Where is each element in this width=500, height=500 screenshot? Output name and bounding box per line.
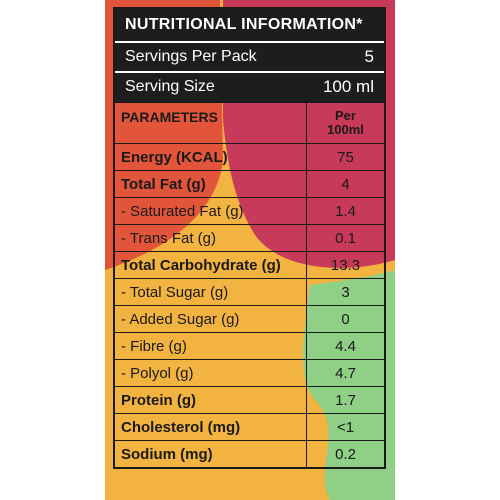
- table-row: - Added Sugar (g) 0: [115, 305, 384, 332]
- table-row: - Total Sugar (g) 3: [115, 278, 384, 305]
- row-value: 4: [306, 171, 384, 197]
- row-value: 0.2: [306, 441, 384, 467]
- row-name: Sodium (mg): [121, 445, 213, 463]
- parameters-header: PARAMETERS: [121, 109, 218, 125]
- table-header-row: PARAMETERS Per 100ml: [115, 101, 384, 143]
- table-row: Total Carbohydrate (g) 13.3: [115, 251, 384, 278]
- table-row: Protein (g) 1.7: [115, 386, 384, 413]
- servings-value: 5: [364, 47, 374, 66]
- nutrition-label: NUTRITIONAL INFORMATION* Servings Per Pa…: [105, 0, 395, 500]
- row-name: - Polyol (g): [121, 364, 194, 382]
- row-name: - Added Sugar (g): [121, 310, 240, 328]
- row-name: Total Carbohydrate (g): [121, 256, 281, 274]
- row-value: 0: [306, 306, 384, 332]
- row-value: 4.4: [306, 333, 384, 359]
- serving-size-value: 100 ml: [322, 77, 374, 96]
- row-value: 13.3: [306, 252, 384, 278]
- table-row: Total Fat (g) 4: [115, 170, 384, 197]
- row-name: Total Fat (g): [121, 175, 206, 193]
- table-row: - Fibre (g) 4.4: [115, 332, 384, 359]
- serving-size-label: Serving Size: [125, 78, 215, 95]
- table-row: - Polyol (g) 4.7: [115, 359, 384, 386]
- servings-row: Servings Per Pack 5: [115, 41, 384, 71]
- row-value: 1.7: [306, 387, 384, 413]
- row-name: Energy (KCAL): [121, 148, 228, 166]
- row-name: - Trans Fat (g): [121, 229, 217, 247]
- table-row: Energy (KCAL) 75: [115, 143, 384, 170]
- serving-size-row: Serving Size 100 ml: [115, 71, 384, 101]
- row-value: 4.7: [306, 360, 384, 386]
- table-row: Cholesterol (mg) <1: [115, 413, 384, 440]
- row-name: - Total Sugar (g): [121, 283, 229, 301]
- per-100ml-header: Per 100ml: [306, 103, 384, 143]
- servings-label: Servings Per Pack: [125, 48, 257, 65]
- row-value: 75: [306, 144, 384, 170]
- table-row: - Trans Fat (g) 0.1: [115, 224, 384, 251]
- per-header-line1: Per: [335, 108, 356, 123]
- row-value: 1.4: [306, 198, 384, 224]
- title-text: NUTRITIONAL INFORMATION*: [125, 16, 363, 33]
- table-row: Sodium (mg) 0.2: [115, 440, 384, 467]
- nutrition-table: NUTRITIONAL INFORMATION* Servings Per Pa…: [113, 7, 386, 469]
- row-value: 3: [306, 279, 384, 305]
- row-name: Protein (g): [121, 391, 196, 409]
- row-value: 0.1: [306, 225, 384, 251]
- per-header-line2: 100ml: [327, 122, 364, 137]
- table-title: NUTRITIONAL INFORMATION*: [115, 9, 384, 41]
- row-name: - Saturated Fat (g): [121, 202, 244, 220]
- table-row: - Saturated Fat (g) 1.4: [115, 197, 384, 224]
- row-name: - Fibre (g): [121, 337, 187, 355]
- row-value: <1: [306, 414, 384, 440]
- row-name: Cholesterol (mg): [121, 418, 241, 436]
